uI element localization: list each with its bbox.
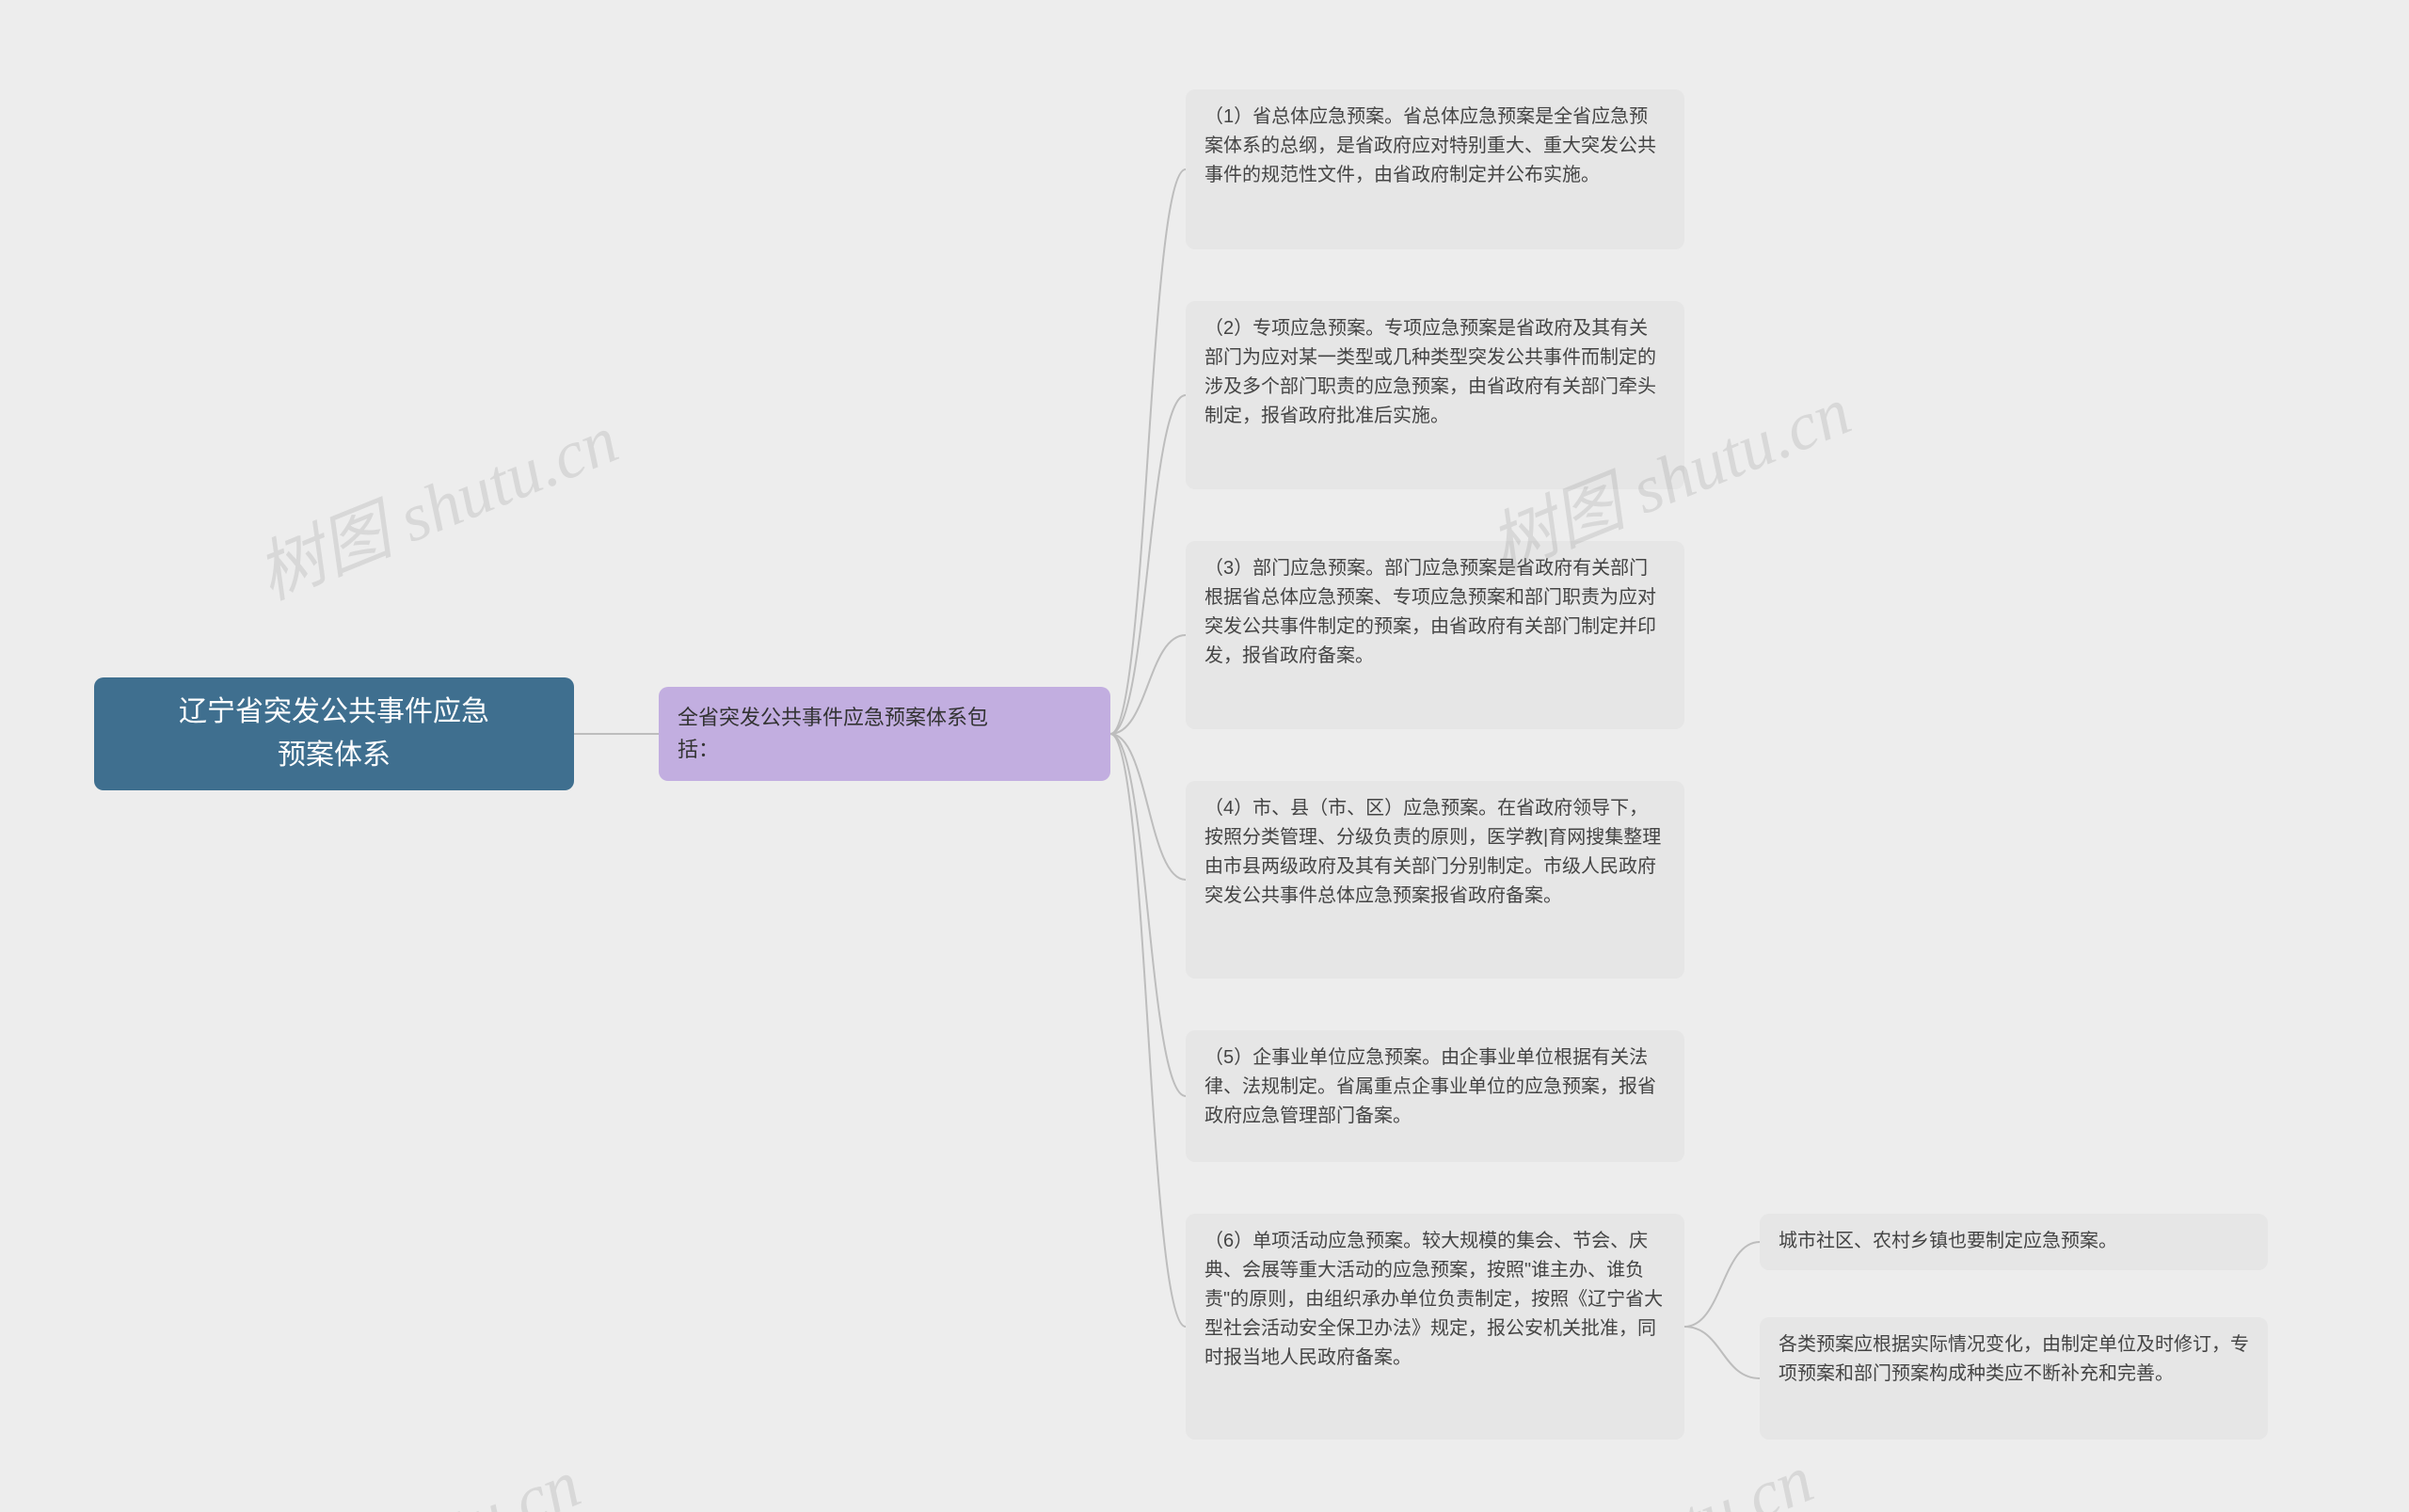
- sub-leaf-text-2: 各类预案应根据实际情况变化，由制定单位及时修订，专项预案和部门预案构成种类应不断…: [1779, 1334, 2249, 1384]
- leaf-text-5: （5）企事业单位应急预案。由企事业单位根据有关法律、法规制定。省属重点企事业单位…: [1204, 1047, 1656, 1126]
- sub-leaf-node-2[interactable]: 各类预案应根据实际情况变化，由制定单位及时修订，专项预案和部门预案构成种类应不断…: [1760, 1317, 2268, 1440]
- leaf-text-2: （2）专项应急预案。专项应急预案是省政府及其有关部门为应对某一类型或几种类型突发…: [1204, 318, 1656, 426]
- leaf-node-1[interactable]: （1）省总体应急预案。省总体应急预案是全省应急预案体系的总纲，是省政府应对特别重…: [1186, 89, 1684, 249]
- leaf-node-2[interactable]: （2）专项应急预案。专项应急预案是省政府及其有关部门为应对某一类型或几种类型突发…: [1186, 301, 1684, 489]
- root-line2: 预案体系: [179, 734, 489, 778]
- level1-line1: 全省突发公共事件应急预案体系包: [678, 706, 988, 729]
- watermark-3: 树图 shutu.cn: [202, 1428, 592, 1512]
- level1-line2: 括：: [678, 738, 719, 761]
- watermark-1: 树图 shutu.cn: [240, 384, 630, 618]
- sub-leaf-text-1: 城市社区、农村乡镇也要制定应急预案。: [1779, 1231, 2117, 1251]
- level1-node[interactable]: 全省突发公共事件应急预案体系包 括：: [659, 687, 1110, 781]
- root-line1: 辽宁省突发公共事件应急: [179, 691, 489, 735]
- sub-leaf-node-1[interactable]: 城市社区、农村乡镇也要制定应急预案。: [1760, 1214, 2268, 1270]
- leaf-text-6: （6）单项活动应急预案。较大规模的集会、节会、庆典、会展等重大活动的应急预案，按…: [1204, 1231, 1663, 1368]
- leaf-node-3[interactable]: （3）部门应急预案。部门应急预案是省政府有关部门根据省总体应急预案、专项应急预案…: [1186, 541, 1684, 729]
- leaf-node-6[interactable]: （6）单项活动应急预案。较大规模的集会、节会、庆典、会展等重大活动的应急预案，按…: [1186, 1214, 1684, 1440]
- leaf-text-4: （4）市、县（市、区）应急预案。在省政府领导下，按照分类管理、分级负责的原则，医…: [1204, 798, 1661, 906]
- root-node[interactable]: 辽宁省突发公共事件应急 预案体系: [94, 677, 574, 790]
- leaf-node-4[interactable]: （4）市、县（市、区）应急预案。在省政府领导下，按照分类管理、分级负责的原则，医…: [1186, 781, 1684, 979]
- leaf-node-5[interactable]: （5）企事业单位应急预案。由企事业单位根据有关法律、法规制定。省属重点企事业单位…: [1186, 1030, 1684, 1162]
- leaf-text-1: （1）省总体应急预案。省总体应急预案是全省应急预案体系的总纲，是省政府应对特别重…: [1204, 106, 1656, 185]
- leaf-text-3: （3）部门应急预案。部门应急预案是省政府有关部门根据省总体应急预案、专项应急预案…: [1204, 558, 1656, 666]
